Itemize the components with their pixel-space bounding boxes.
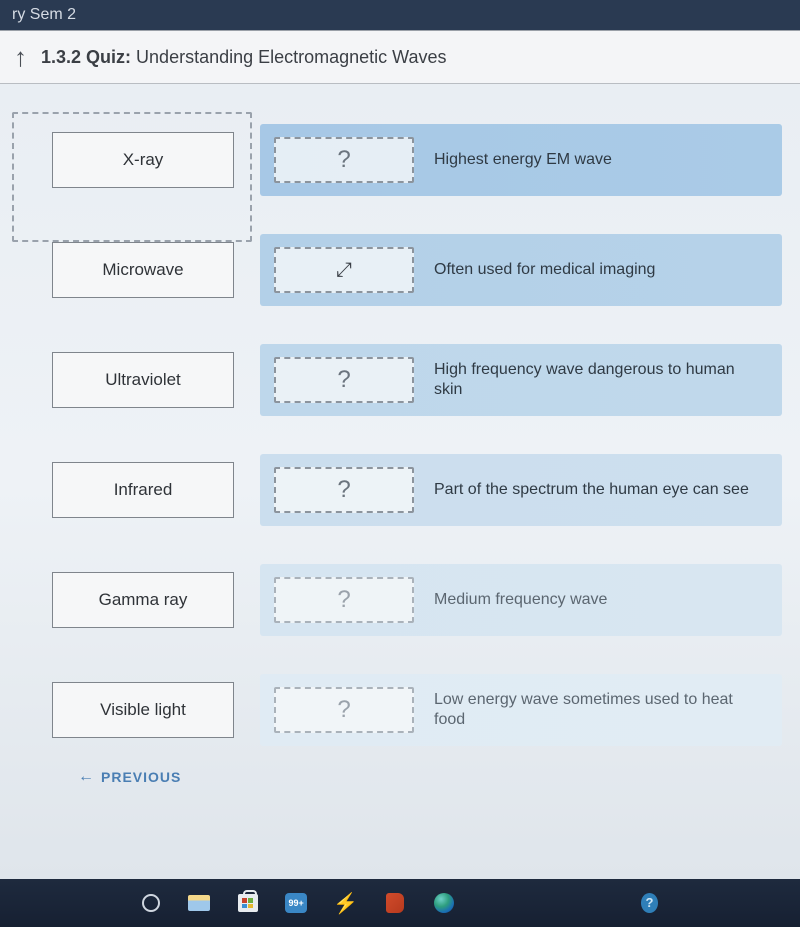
- drop-slot[interactable]: ?: [274, 467, 414, 513]
- definition-text: Often used for medical imaging: [434, 260, 764, 280]
- term-card[interactable]: Microwave: [52, 242, 234, 298]
- back-arrow-icon[interactable]: ↑: [14, 44, 27, 70]
- definition-text: Part of the spectrum the human eye can s…: [434, 480, 764, 500]
- definition-drop-area[interactable]: ? Medium frequency wave: [260, 564, 782, 636]
- quiz-row: Gamma ray ? Medium frequency wave: [18, 564, 782, 636]
- quiz-row: X-ray ? Highest energy EM wave: [18, 124, 782, 196]
- drop-slot[interactable]: ?: [274, 687, 414, 733]
- definition-drop-area[interactable]: ? Low energy wave sometimes used to heat…: [260, 674, 782, 746]
- power-icon[interactable]: ⚡: [333, 890, 358, 916]
- term-card[interactable]: Infrared: [52, 462, 234, 518]
- definition-drop-area[interactable]: ? Highest energy EM wave: [260, 124, 782, 196]
- quiz-row: Ultraviolet ? High frequency wave danger…: [18, 344, 782, 416]
- left-arrow-icon: ←: [78, 768, 95, 786]
- drop-slot[interactable]: ⤢: [274, 247, 414, 293]
- browser-tab-bar: ry Sem 2: [0, 0, 800, 30]
- microsoft-store-icon[interactable]: [237, 890, 259, 916]
- drop-slot[interactable]: ?: [274, 357, 414, 403]
- taskbar: 99+ ⚡ ?: [0, 879, 800, 927]
- quiz-subtitle: Understanding Electromagnetic Waves: [136, 47, 446, 67]
- definition-drop-area[interactable]: ? Part of the spectrum the human eye can…: [260, 454, 782, 526]
- drop-slot[interactable]: ?: [274, 137, 414, 183]
- term-card[interactable]: Gamma ray: [52, 572, 234, 628]
- help-icon[interactable]: ?: [641, 893, 658, 913]
- quiz-title: 1.3.2 Quiz: Understanding Electromagneti…: [41, 47, 447, 68]
- file-explorer-icon[interactable]: [188, 890, 210, 916]
- cursor-icon: ⤢: [336, 259, 352, 282]
- quiz-row: Visible light ? Low energy wave sometime…: [18, 674, 782, 746]
- definition-text: Highest energy EM wave: [434, 150, 764, 170]
- quiz-row: Microwave ⤢ Often used for medical imagi…: [18, 234, 782, 306]
- term-card[interactable]: Ultraviolet: [52, 352, 234, 408]
- edge-icon[interactable]: [433, 890, 455, 916]
- definition-drop-area[interactable]: ? High frequency wave dangerous to human…: [260, 344, 782, 416]
- definition-drop-area[interactable]: ⤢ Often used for medical imaging: [260, 234, 782, 306]
- office-icon[interactable]: [384, 890, 406, 916]
- mail-icon[interactable]: 99+: [285, 890, 307, 916]
- drop-slot[interactable]: ?: [274, 577, 414, 623]
- term-card[interactable]: Visible light: [52, 682, 234, 738]
- previous-label: PREVIOUS: [101, 769, 181, 785]
- quiz-row: Infrared ? Part of the spectrum the huma…: [18, 454, 782, 526]
- cortana-icon[interactable]: [140, 890, 162, 916]
- previous-button[interactable]: ← PREVIOUS: [78, 768, 181, 786]
- quiz-content: X-ray ? Highest energy EM wave Microwave…: [0, 84, 800, 879]
- definition-text: Low energy wave sometimes used to heat f…: [434, 690, 764, 730]
- definition-text: High frequency wave dangerous to human s…: [434, 360, 764, 400]
- quiz-number: 1.3.2 Quiz:: [41, 47, 131, 67]
- notification-dot-icon[interactable]: [684, 890, 710, 916]
- term-card[interactable]: X-ray: [52, 132, 234, 188]
- definition-text: Medium frequency wave: [434, 590, 764, 610]
- browser-tab[interactable]: ry Sem 2: [0, 2, 88, 28]
- quiz-grid: X-ray ? Highest energy EM wave Microwave…: [18, 124, 782, 746]
- app-header: ↑ 1.3.2 Quiz: Understanding Electromagne…: [0, 30, 800, 84]
